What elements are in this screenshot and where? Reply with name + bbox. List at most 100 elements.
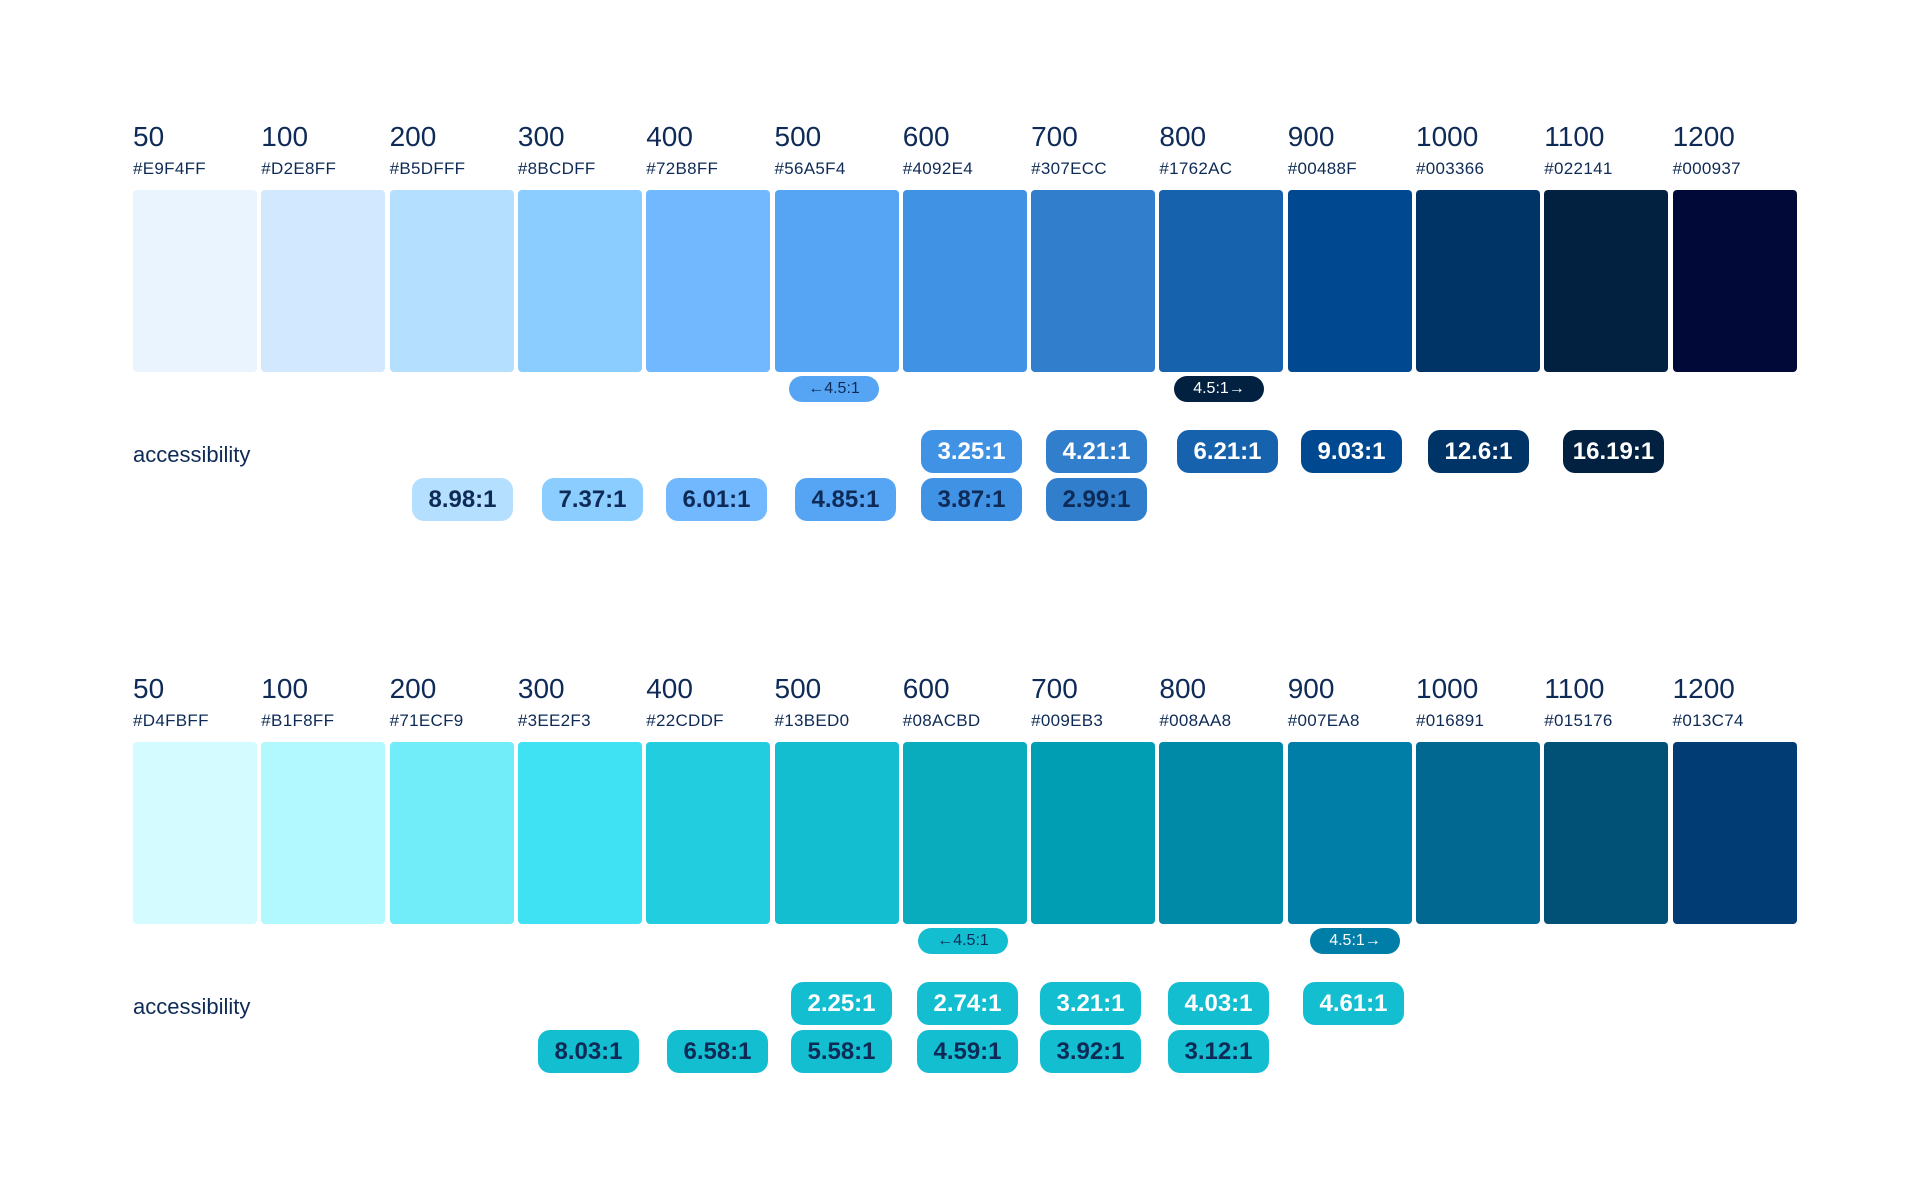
color-swatch xyxy=(1159,742,1284,924)
threshold-marker-right: 4.5:1→ xyxy=(1174,376,1264,402)
hex-code: #013C74 xyxy=(1672,711,1744,730)
hex-code: #007EA8 xyxy=(1287,711,1360,730)
color-swatch xyxy=(1672,742,1797,924)
color-swatch xyxy=(133,190,257,372)
step-label: 300 xyxy=(517,121,565,152)
step-label: 1100 xyxy=(1544,673,1605,704)
step-label: 700 xyxy=(1031,121,1078,152)
color-swatch xyxy=(133,742,257,924)
contrast-badge-white-text: 4.21:1 xyxy=(1046,430,1147,473)
hex-code: #3EE2F3 xyxy=(517,711,591,730)
step-label: 200 xyxy=(389,673,437,704)
contrast-badge-dark-text: 4.59:1 xyxy=(917,1030,1018,1073)
palette-1: 50 #E9F4FF 100 #D2E8FF 200 #B5DFFF 300 #8BCDFF 4… xyxy=(0,120,1920,600)
contrast-badge-dark-text: 3.92:1 xyxy=(1040,1030,1141,1073)
color-swatch xyxy=(646,190,771,372)
step-label: 900 xyxy=(1287,121,1335,152)
step-label: 100 xyxy=(261,673,309,704)
contrast-badge-white-text: 3.25:1 xyxy=(921,430,1022,473)
hex-code: #008AA8 xyxy=(1159,711,1232,730)
hex-code: #009EB3 xyxy=(1031,711,1104,730)
hex-code: #1762AC xyxy=(1159,159,1233,178)
accessibility-label: accessibility xyxy=(133,994,251,1019)
color-swatch xyxy=(1031,742,1156,924)
hex-code: #13BED0 xyxy=(774,711,850,730)
step-label: 500 xyxy=(774,673,822,704)
color-swatch xyxy=(389,742,514,924)
step-label: 50 xyxy=(133,121,165,152)
hex-code: #B1F8FF xyxy=(261,711,335,730)
hex-code: #72B8FF xyxy=(646,159,719,178)
color-swatch xyxy=(902,742,1027,924)
contrast-badge-white-text: 4.03:1 xyxy=(1168,982,1269,1025)
step-label: 900 xyxy=(1287,673,1335,704)
step-label: 1000 xyxy=(1416,121,1479,152)
contrast-badge-white-text: 4.61:1 xyxy=(1303,982,1404,1025)
contrast-badge-dark-text: 6.01:1 xyxy=(666,478,767,521)
contrast-badge-dark-text: 6.58:1 xyxy=(667,1030,768,1073)
hex-code: #22CDDF xyxy=(646,711,724,730)
color-swatch xyxy=(902,190,1027,372)
contrast-badge-white-text: 2.25:1 xyxy=(791,982,892,1025)
step-label: 800 xyxy=(1159,673,1207,704)
step-label: 800 xyxy=(1159,121,1207,152)
threshold-marker-left: ←4.5:1 xyxy=(789,376,879,402)
accessibility-label: accessibility xyxy=(133,442,251,467)
color-swatch xyxy=(1416,742,1540,924)
step-label: 1100 xyxy=(1544,121,1605,152)
palette-2: 50 #D4FBFF 100 #B1F8FF 200 #71ECF9 300 #3EE2F3 4… xyxy=(0,672,1920,1152)
hex-code: #003366 xyxy=(1416,159,1485,178)
contrast-badge-dark-text: 4.85:1 xyxy=(795,478,896,521)
color-swatch xyxy=(1287,190,1412,372)
hex-code: #08ACBD xyxy=(902,711,981,730)
step-label: 700 xyxy=(1031,673,1078,704)
step-label: 600 xyxy=(902,673,950,704)
hex-code: #00488F xyxy=(1287,159,1357,178)
step-label: 1200 xyxy=(1672,673,1735,704)
step-label: 1000 xyxy=(1416,673,1479,704)
color-swatch xyxy=(261,742,386,924)
color-swatch xyxy=(774,742,899,924)
hex-code: #015176 xyxy=(1544,711,1613,730)
step-label: 200 xyxy=(389,121,437,152)
color-swatch xyxy=(1031,190,1156,372)
hex-code: #56A5F4 xyxy=(774,159,846,178)
hex-code: #71ECF9 xyxy=(389,711,464,730)
contrast-badge-dark-text: 8.03:1 xyxy=(538,1030,639,1073)
contrast-badge-white-text: 2.74:1 xyxy=(917,982,1018,1025)
threshold-marker-right: 4.5:1→ xyxy=(1310,928,1400,954)
hex-code: #E9F4FF xyxy=(133,159,206,178)
contrast-badge-white-text: 16.19:1 xyxy=(1563,430,1664,473)
color-swatch xyxy=(1287,742,1412,924)
contrast-badge-white-text: 3.21:1 xyxy=(1040,982,1141,1025)
step-label: 300 xyxy=(517,673,565,704)
color-swatch xyxy=(1544,742,1669,924)
contrast-badge-dark-text: 3.87:1 xyxy=(921,478,1022,521)
step-label: 400 xyxy=(646,121,693,152)
color-swatch xyxy=(1159,190,1284,372)
hex-code: #D2E8FF xyxy=(261,159,337,178)
threshold-marker-left: ←4.5:1 xyxy=(918,928,1008,954)
contrast-badge-dark-text: 5.58:1 xyxy=(791,1030,892,1073)
contrast-badge-dark-text: 2.99:1 xyxy=(1046,478,1147,521)
step-label: 100 xyxy=(261,121,309,152)
color-swatch xyxy=(1544,190,1669,372)
step-label: 500 xyxy=(774,121,822,152)
color-swatch xyxy=(261,190,386,372)
color-swatch xyxy=(517,742,642,924)
color-swatch xyxy=(389,190,514,372)
hex-code: #D4FBFF xyxy=(133,711,209,730)
hex-code: #016891 xyxy=(1416,711,1485,730)
step-label: 400 xyxy=(646,673,693,704)
color-swatch xyxy=(1672,190,1797,372)
contrast-badge-white-text: 12.6:1 xyxy=(1428,430,1529,473)
hex-code: #307ECC xyxy=(1031,159,1107,178)
hex-code: #000937 xyxy=(1672,159,1741,178)
color-swatch xyxy=(517,190,642,372)
step-label: 600 xyxy=(902,121,950,152)
step-label: 50 xyxy=(133,673,165,704)
step-label: 1200 xyxy=(1672,121,1735,152)
hex-code: #B5DFFF xyxy=(389,159,466,178)
hex-code: #4092E4 xyxy=(902,159,973,178)
